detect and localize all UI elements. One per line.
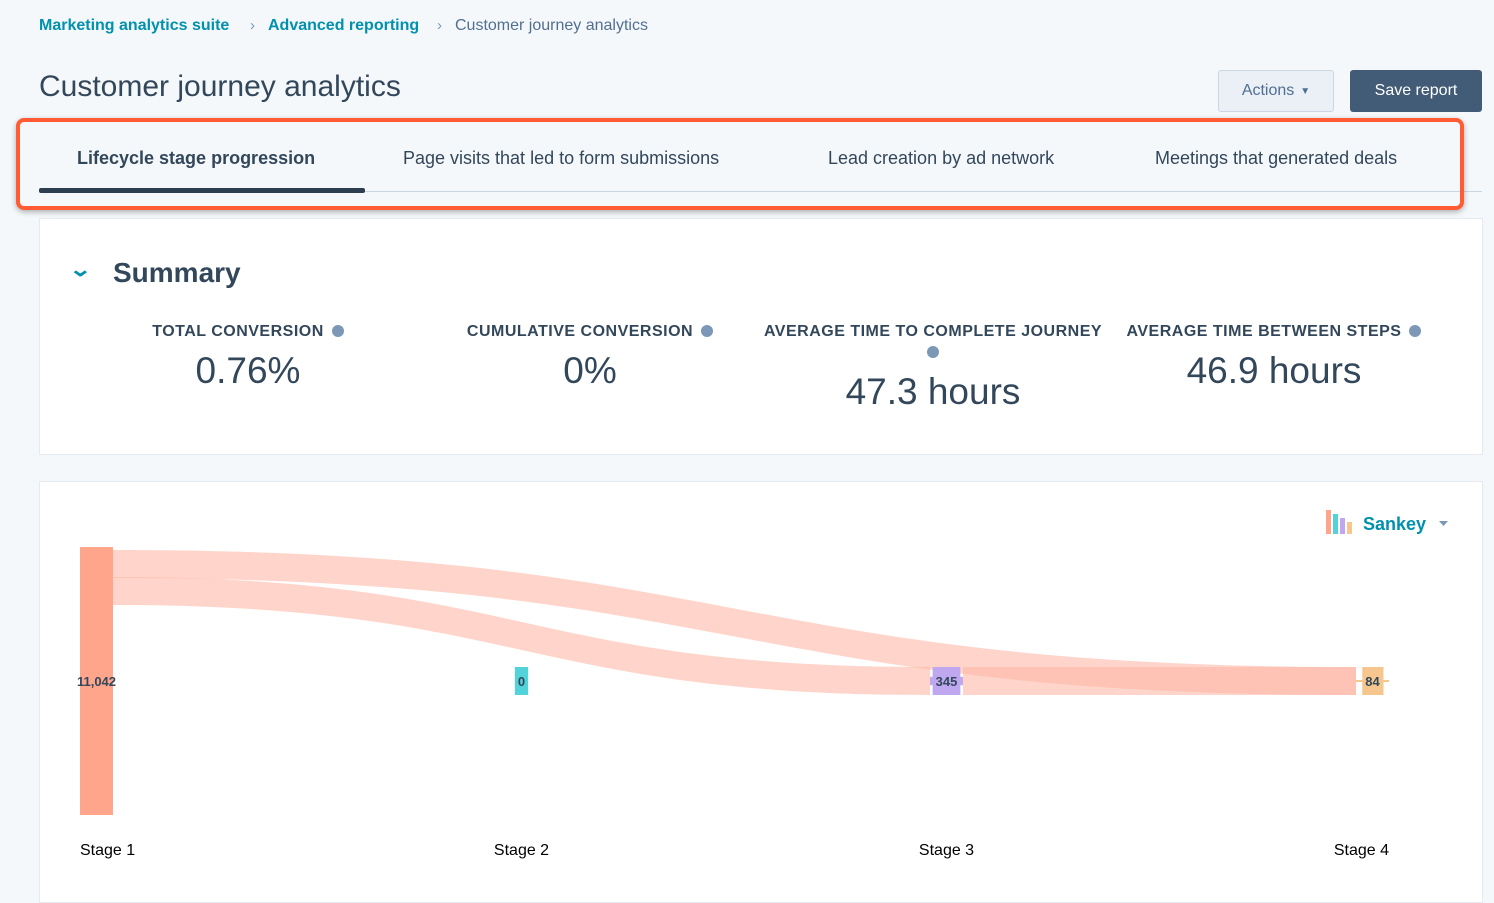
flow: [113, 550, 1356, 695]
node-label: 345: [936, 674, 958, 689]
stage-label: Stage 4: [1334, 842, 1389, 859]
stat: AVERAGE TIME TO COMPLETE JOURNEY 47.3 hou…: [763, 321, 1103, 413]
active-tab-indicator: [39, 188, 365, 193]
stat-label: AVERAGE TIME TO COMPLETE JOURNEY: [763, 323, 1103, 340]
links: [113, 550, 1356, 695]
save-button[interactable]: Save report: [1350, 70, 1482, 112]
stat: AVERAGE TIME BETWEEN STEPS 46.9 hours: [1104, 321, 1444, 392]
dropdown-caret: [1439, 521, 1448, 526]
node-label: 0: [518, 674, 525, 689]
stage-label: Stage 3: [919, 842, 974, 859]
stat-value: 47.3 hours: [845, 371, 1021, 412]
flow: [963, 667, 1356, 695]
node-label: 11,042: [77, 674, 116, 689]
tab[interactable]: Meetings that generated deals: [1155, 148, 1398, 168]
tab[interactable]: Lifecycle stage progression: [77, 148, 316, 168]
stat: CUMULATIVE CONVERSION 0%: [420, 321, 760, 392]
info-icon[interactable]: [927, 345, 939, 358]
stat-value: 46.9 hours: [1186, 350, 1362, 391]
breadcrumb-current: Customer journey analytics: [455, 17, 648, 34]
node-label: 84: [1365, 674, 1380, 689]
stage-label: Stage 2: [494, 842, 549, 859]
highlight-box: [16, 118, 1464, 210]
view-selector[interactable]: Sankey: [1363, 514, 1426, 534]
tab-divider: [39, 191, 1482, 192]
button-label: Actions: [1241, 82, 1295, 99]
page-title: Customer journey analytics: [39, 70, 401, 103]
breadcrumb-link[interactable]: Advanced reporting: [268, 17, 420, 34]
view-icon: [1326, 510, 1352, 534]
stage-label: Stage 1: [80, 842, 135, 859]
info-icon[interactable]: [331, 324, 344, 337]
breadcrumb-separator: ›: [437, 17, 442, 34]
node: [80, 547, 113, 815]
info-icon[interactable]: [1409, 324, 1422, 337]
collapse-chevron[interactable]: ⌄: [68, 259, 93, 281]
stat-label: AVERAGE TIME BETWEEN STEPS: [1126, 323, 1402, 340]
stat: TOTAL CONVERSION 0.76%: [78, 321, 418, 392]
breadcrumb-link[interactable]: Marketing analytics suite: [39, 17, 230, 34]
stat-value: 0%: [563, 350, 617, 391]
stat-value: 0.76%: [195, 350, 301, 391]
label-background: [1362, 667, 1384, 695]
label-background: [932, 667, 961, 695]
summary-card: ⌄ Summary TOTAL CONVERSION 0.76% CUMULATI…: [39, 218, 1483, 455]
stat-label: TOTAL CONVERSION: [152, 323, 324, 340]
tab[interactable]: Lead creation by ad network: [828, 148, 1055, 168]
flow: [113, 577, 930, 695]
summary-title: Summary: [113, 257, 241, 288]
stat-label: CUMULATIVE CONVERSION: [466, 323, 694, 340]
info-icon[interactable]: [701, 324, 714, 337]
label-background: [514, 667, 529, 695]
tab[interactable]: Page visits that led to form submissions: [403, 148, 720, 168]
breadcrumb-separator: ›: [250, 17, 255, 34]
actions-button[interactable]: Actions ▼: [1218, 70, 1334, 112]
